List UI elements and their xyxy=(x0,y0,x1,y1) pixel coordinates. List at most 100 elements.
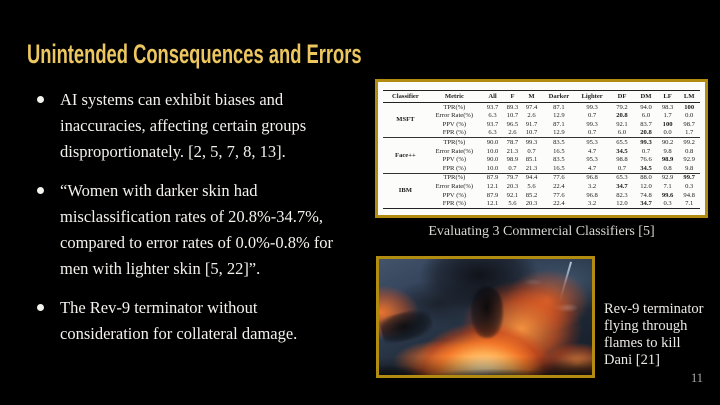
value-cell: 5.6 xyxy=(527,182,536,190)
metric-cell: Error Rate(%) xyxy=(435,182,474,190)
value-cell: 79.2 xyxy=(616,103,628,111)
table-row: Face++ TPR(%) 90.0 78.7 99.3 83.5 95.3 65.5 99.3… xyxy=(383,138,700,159)
bullet-text: The Rev-9 terminator without considerati… xyxy=(60,298,298,343)
bullet-item: AI systems can exhibit biases and inaccu… xyxy=(35,87,365,165)
value-cell: 21.3 xyxy=(506,147,519,155)
value-cell: 6.3 xyxy=(488,112,497,120)
value-cell: 82.3 xyxy=(616,191,628,199)
value-cell: 0.8 xyxy=(685,147,694,155)
column-header: LM xyxy=(683,93,695,100)
value-cell: 90.0 xyxy=(486,138,499,146)
value-cell: 0.0 xyxy=(685,112,694,120)
value-cell: 0.8 xyxy=(663,164,672,172)
value-cell: 6.0 xyxy=(617,129,627,137)
value-cell: 93.7 xyxy=(486,120,499,128)
bullet-dot-icon xyxy=(37,96,44,103)
table-row: IBM TPR(%) 87.9 79.7 94.4 77.6 96.8 65.3 88.0 92.… xyxy=(383,173,700,194)
value-cell: 83.5 xyxy=(553,156,565,164)
value-cell: 6.0 xyxy=(641,112,651,120)
bullet-list: AI systems can exhibit biases and inaccu… xyxy=(35,87,365,360)
value-cell: 83.5 xyxy=(553,138,565,146)
value-cell: 99.2 xyxy=(683,138,695,146)
value-cell: 94.4 xyxy=(525,174,538,182)
value-cell: 65.3 xyxy=(616,174,628,182)
value-cell: 0.0 xyxy=(663,129,672,137)
bullet-dot-icon xyxy=(37,304,44,311)
table-row: FPR (%) 12.1 5.6 20.3 22.4 3.2 12.0 34.7 0.3 7.1 xyxy=(383,200,700,209)
table-row: MSFT TPR(%) 93.7 89.3 97.4 87.1 99.3 79.2 94.0 98… xyxy=(383,103,700,124)
bullet-item: “Women with darker skin had misclassific… xyxy=(35,178,365,282)
value-cell: 92.9 xyxy=(661,174,674,182)
column-header: F xyxy=(510,93,515,100)
table-row: Error Rate(%) 12.1 20.3 5.6 22.4 3.2 34.7 12.0 7… xyxy=(383,182,700,191)
value-cell: 4.7 xyxy=(587,164,597,172)
value-cell: 16.5 xyxy=(553,164,565,172)
value-cell: 92.9 xyxy=(683,156,695,164)
table-caption: Evaluating 3 Commercial Classifiers [5] xyxy=(428,224,655,239)
metric-cell: PPV (%) xyxy=(442,191,467,199)
metric-cell: FPR (%) xyxy=(442,164,466,172)
value-cell: 0.7 xyxy=(641,147,651,155)
value-cell: 100 xyxy=(662,120,673,128)
value-cell: 99.3 xyxy=(640,138,652,146)
value-cell: 96.8 xyxy=(586,191,598,199)
value-cell: 77.6 xyxy=(553,174,565,182)
image-caption: Rev-9 terminator flying through flames t… xyxy=(604,301,704,368)
value-cell: 96.5 xyxy=(506,120,519,128)
value-cell: 34.5 xyxy=(640,164,652,172)
value-cell: 21.3 xyxy=(525,164,538,172)
value-cell: 22.4 xyxy=(553,200,565,208)
classifier-name-cell: MSFT xyxy=(396,116,415,124)
value-cell: 90.0 xyxy=(486,156,499,164)
bullet-text: AI systems can exhibit biases and inaccu… xyxy=(60,90,307,161)
column-header: M xyxy=(528,93,535,100)
value-cell: 93.7 xyxy=(486,103,499,111)
table-row: FPR (%) 6.3 2.6 10.7 12.9 0.7 6.0 20.8 0.0 1.7 xyxy=(383,129,700,138)
metric-cell: TPR(%) xyxy=(443,174,466,182)
value-cell: 10.7 xyxy=(525,129,538,137)
column-header: All xyxy=(488,93,497,100)
classifier-name-cell: Face++ xyxy=(395,151,416,159)
metric-cell: TPR(%) xyxy=(443,103,466,111)
metric-cell: Error Rate(%) xyxy=(435,112,474,120)
value-cell: 98.9 xyxy=(506,156,519,164)
table-row: PPV (%) 93.7 96.5 91.7 87.1 99.3 92.1 83.7 100 98… xyxy=(383,120,700,129)
value-cell: 2.6 xyxy=(527,112,536,120)
bullet-item: The Rev-9 terminator without considerati… xyxy=(35,295,365,347)
value-cell: 85.2 xyxy=(525,191,538,199)
value-cell: 99.7 xyxy=(683,174,695,182)
value-cell: 87.1 xyxy=(553,103,565,111)
value-cell: 89.3 xyxy=(506,103,519,111)
value-cell: 78.7 xyxy=(506,138,519,146)
column-header: LF xyxy=(663,93,672,100)
value-cell: 79.7 xyxy=(506,174,519,182)
value-cell: 1.7 xyxy=(685,129,694,137)
value-cell: 12.9 xyxy=(553,112,565,120)
value-cell: 83.7 xyxy=(640,120,652,128)
value-cell: 6.3 xyxy=(488,129,497,137)
column-header: Metric xyxy=(444,93,464,100)
table-row: Error Rate(%) 6.3 10.7 2.6 12.9 0.7 20.8 6.0 1.7… xyxy=(383,112,700,121)
value-cell: 99.3 xyxy=(586,120,598,128)
value-cell: 16.5 xyxy=(553,147,565,155)
column-header: DM xyxy=(640,93,652,100)
column-header: Classifier xyxy=(392,93,419,100)
value-cell: 34.7 xyxy=(640,200,652,208)
value-cell: 10.7 xyxy=(506,112,519,120)
classifier-table: Classifier Metric All F M Darker Lighter DF DM LF… xyxy=(383,90,700,210)
value-cell: 34.7 xyxy=(616,182,628,190)
value-cell: 7.1 xyxy=(663,182,672,190)
value-cell: 12.0 xyxy=(616,200,628,208)
value-cell: 12.1 xyxy=(486,182,499,190)
value-cell: 99.3 xyxy=(586,103,598,111)
table-row: Error Rate(%) 10.0 21.3 0.7 16.5 4.7 34.5 0.7 9.… xyxy=(383,147,700,156)
value-cell: 65.5 xyxy=(616,138,628,146)
value-cell: 4.7 xyxy=(587,147,597,155)
slide-title: Unintended Consequences and Errors xyxy=(27,39,362,69)
value-cell: 90.2 xyxy=(661,138,674,146)
value-cell: 98.8 xyxy=(616,156,628,164)
value-cell: 98.9 xyxy=(661,156,674,164)
value-cell: 12.0 xyxy=(640,182,652,190)
value-cell: 0.7 xyxy=(617,164,627,172)
